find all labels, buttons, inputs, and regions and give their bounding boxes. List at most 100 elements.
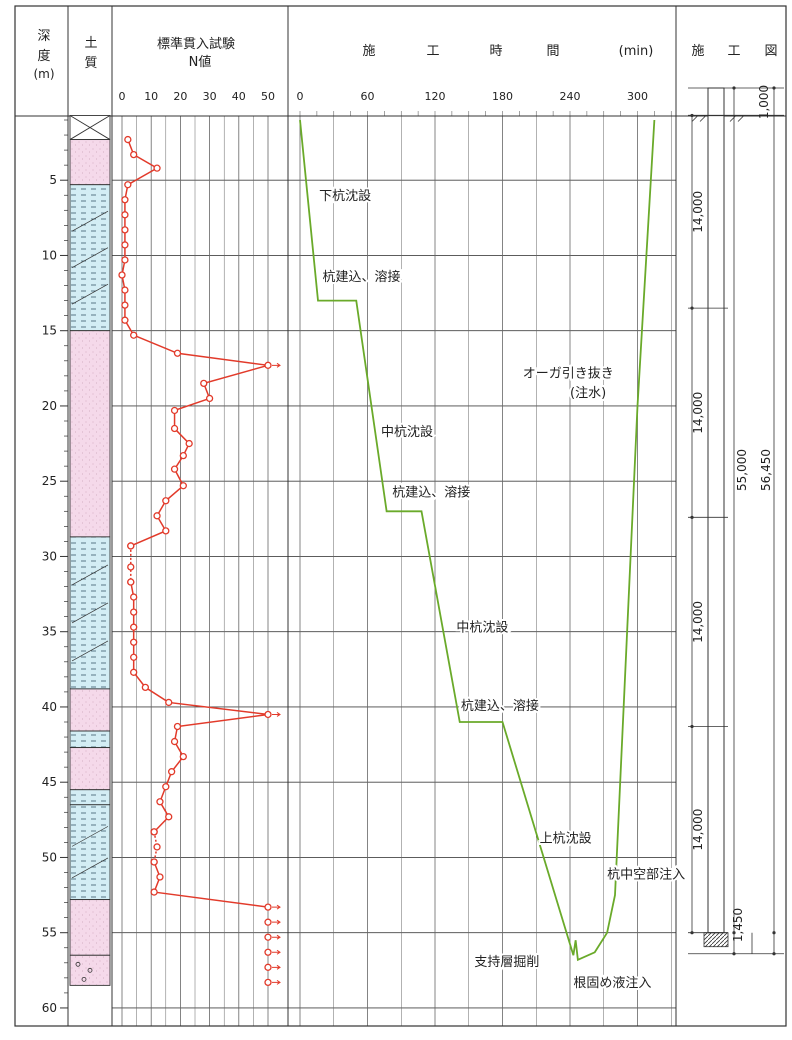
spt-point — [121, 211, 129, 219]
spt-point — [170, 424, 179, 433]
time-annotation: 根固め液注入 — [573, 976, 651, 991]
spt-point — [130, 150, 138, 159]
outer-frame — [14, 5, 787, 1027]
soil-diagonal — [71, 857, 109, 879]
ground-hatch — [737, 115, 745, 122]
spt-point — [264, 963, 272, 971]
depth-tick-label: 55 — [42, 926, 57, 940]
time-annotations: 下杭沈設杭建込、溶接中杭沈設杭建込、溶接中杭沈設杭建込、溶接上杭沈設オーガ引き抜… — [317, 186, 687, 993]
spt-point — [264, 903, 272, 911]
spt-point — [162, 497, 170, 505]
depth-tick-label: 50 — [42, 850, 57, 864]
spt-over-arrow — [272, 712, 281, 717]
spt-point — [127, 542, 135, 550]
time-annotation: 中杭沈設 — [456, 620, 508, 636]
spt-point — [179, 451, 187, 460]
spt-title: 標準貫入試験 — [157, 36, 235, 52]
soil-column — [69, 115, 111, 986]
spt-line — [121, 139, 269, 547]
time-line — [299, 119, 656, 962]
time-annotation: 杭建込、溶接 — [392, 484, 470, 500]
spt-point — [153, 843, 161, 851]
spt-point — [165, 698, 173, 707]
spt-point — [179, 482, 187, 490]
spt-tick-label: 30 — [203, 90, 217, 103]
spt-point — [264, 978, 272, 987]
gravel-dot — [87, 967, 93, 973]
time-annotation: (注水) — [570, 386, 606, 401]
spt-point — [156, 798, 164, 806]
ground-hatch — [691, 115, 699, 122]
spt-point — [156, 873, 164, 881]
spt-point — [130, 593, 138, 601]
spt-point — [173, 349, 182, 357]
depth-tick-label: 35 — [42, 625, 57, 639]
soil-diagonal — [71, 564, 109, 586]
spt-point — [173, 722, 182, 731]
spt-point — [141, 683, 150, 692]
spt-point — [150, 858, 158, 866]
spt-point — [150, 828, 158, 836]
time-tick-label: 240 — [560, 90, 581, 103]
time-series — [299, 119, 656, 962]
spt-point — [130, 331, 138, 339]
segment-length-label: 14,000 — [691, 601, 705, 643]
spt-point — [127, 563, 135, 571]
time-annotation: 杭中空部注入 — [607, 868, 685, 883]
spt-point — [121, 316, 129, 324]
time-annotation: オーガ引き抜き — [523, 365, 614, 381]
spt-point — [200, 379, 208, 388]
depth-tick-label: 30 — [42, 549, 57, 563]
spt-point — [130, 653, 138, 661]
spt-point — [185, 439, 193, 448]
spt-point — [165, 813, 173, 821]
soil-diagonal — [71, 826, 109, 847]
depth-tick-label: 25 — [42, 474, 57, 488]
depth-tick-label: 20 — [42, 399, 57, 413]
spt-point — [179, 752, 187, 761]
spt-over-arrow — [272, 964, 281, 970]
spt-point — [130, 638, 138, 646]
spt-point — [162, 783, 170, 791]
time-annotation: 杭建込、溶接 — [461, 698, 539, 714]
depth-header-1: 深 — [37, 29, 50, 44]
soil-diagonal — [71, 210, 109, 232]
soil-diagonal — [71, 247, 109, 269]
spt-point — [153, 512, 161, 520]
spt-tick-label: 40 — [232, 90, 246, 103]
spt-over-arrow — [272, 904, 281, 910]
spt-point — [121, 256, 129, 264]
overall-dim-label: 56,450 — [759, 449, 773, 491]
time-title-unit: (min) — [619, 44, 654, 59]
time-tick-label: 300 — [627, 90, 648, 103]
spt-line — [153, 861, 269, 908]
soil-fill-cross — [69, 115, 111, 140]
spt-over-arrow — [272, 979, 281, 985]
spt-point — [205, 394, 214, 403]
spt-point — [162, 527, 170, 535]
dim-dot — [732, 86, 736, 90]
spt-series — [118, 135, 281, 987]
time-title-4: 間 — [546, 44, 559, 59]
soil-layer-sand — [69, 330, 111, 538]
segment-length-label: 14,000 — [691, 809, 705, 851]
spt-point — [118, 271, 126, 279]
spt-line — [153, 831, 158, 863]
ground-hatch — [729, 115, 737, 122]
header: 深 度 (m) 土 質 標準貫入試験 N値 施 工 時 間 (min) 施 工 … — [33, 29, 777, 81]
spt-point — [264, 948, 272, 956]
segment-joint-dot — [690, 306, 694, 310]
spt-point — [170, 465, 179, 473]
spt-point — [150, 888, 158, 896]
diagram-title-1: 施 — [691, 44, 704, 59]
depth-tick-label: 5 — [49, 173, 57, 187]
time-tick-label: 0 — [297, 90, 304, 103]
time-tick-label: 180 — [492, 90, 513, 103]
time-tick-label: 120 — [425, 90, 446, 103]
spt-over-arrow — [272, 919, 281, 925]
soil-layer-clay — [69, 789, 111, 806]
pile-root — [703, 932, 729, 948]
total-dim-label: 55,000 — [735, 449, 749, 491]
